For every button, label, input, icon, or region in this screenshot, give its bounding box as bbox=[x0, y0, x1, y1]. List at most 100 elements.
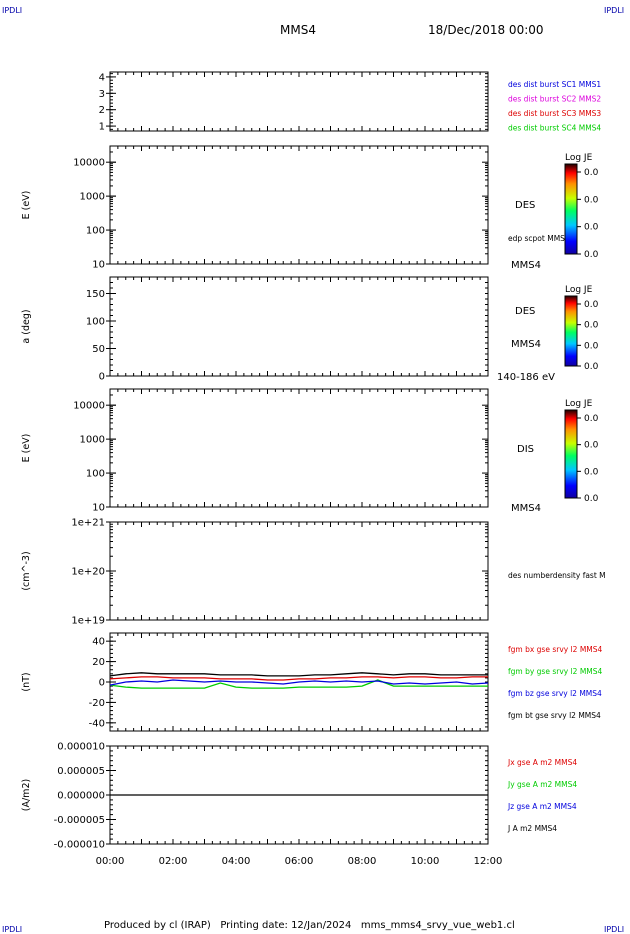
colorbar-tick-label: 0.0 bbox=[584, 223, 599, 233]
side-label: MMS4 bbox=[511, 339, 541, 350]
panel-frame bbox=[109, 276, 489, 377]
colorbar-tick-label: 0.0 bbox=[584, 441, 599, 451]
series-label: Jz gse A m2 MMS4 bbox=[507, 802, 577, 811]
series-line-bx bbox=[109, 676, 488, 681]
y-tick-label: 150 bbox=[86, 289, 105, 300]
y-tick-label: 1e+19 bbox=[71, 616, 105, 627]
side-label: DES bbox=[515, 306, 535, 317]
y-tick-label: 0 bbox=[99, 372, 105, 383]
panel-dis-energy: 10 100 1000 10000 E (eV) DIS MMS4 Log JE 0.0 0.0 0… bbox=[21, 388, 599, 514]
panel-des-energy: 10 100 1000 10000 E (eV) DES edp scpot MMS4 MMS… bbox=[21, 145, 599, 271]
colorbar-tick-label: 0.0 bbox=[584, 362, 599, 372]
y-axis-label: E (eV) bbox=[21, 434, 32, 463]
side-label: MMS4 bbox=[511, 260, 541, 271]
y-tick-label: -20 bbox=[89, 698, 105, 709]
panel-frame bbox=[109, 145, 489, 265]
colorbar-tick-label: 0.0 bbox=[584, 414, 599, 424]
colorbar bbox=[564, 409, 578, 499]
series-label: fgm by gse srvy l2 MMS4 bbox=[508, 667, 603, 676]
y-tick-label: 100 bbox=[86, 226, 105, 237]
series-label: fgm bt gse srvy l2 MMS4 bbox=[508, 711, 601, 720]
y-tick-label: 100 bbox=[86, 469, 105, 480]
panel-current: -0.000010 -0.000005 0.000000 0.000005 0.0000… bbox=[21, 742, 577, 868]
panel-frame bbox=[109, 521, 489, 621]
y-axis-label: (cm^-3) bbox=[21, 551, 32, 590]
series-label: des dist burst SC3 MMS3 bbox=[508, 109, 601, 118]
y-tick-label: 1e+21 bbox=[71, 518, 105, 529]
series-label: fgm bz gse srvy l2 MMS4 bbox=[508, 689, 602, 698]
y-tick-label: 3 bbox=[99, 89, 105, 100]
panels-group: 1 2 3 4 des dist burst SC1 MMS1 des dist burs… bbox=[21, 71, 606, 868]
y-tick-label: 100 bbox=[86, 317, 105, 328]
series-label: des numberdensity fast M bbox=[508, 571, 606, 580]
corner-label-top-left: IPDLI bbox=[2, 6, 22, 15]
colorbar-tick-label: 0.0 bbox=[584, 494, 599, 504]
y-tick-label: -0.000010 bbox=[54, 840, 105, 851]
x-tick-label: 04:00 bbox=[222, 856, 251, 867]
colorbar-tick-label: 0.0 bbox=[584, 341, 599, 351]
date-title: 18/Dec/2018 00:00 bbox=[428, 23, 544, 37]
colorbar-tick-label: 0.0 bbox=[584, 195, 599, 205]
panel-fgm: -40 -20 0 20 40 (nT) fgm bx gse srvy l2 MMS4 fg… bbox=[21, 632, 603, 732]
corner-label-bottom-left: IPDLI bbox=[2, 925, 22, 934]
colorbar-tick-label: 0.0 bbox=[584, 300, 599, 310]
x-tick-label: 10:00 bbox=[411, 856, 440, 867]
corner-label-bottom-right: IPDLI bbox=[604, 925, 624, 934]
y-tick-label: 1000 bbox=[80, 192, 105, 203]
series-line-bz bbox=[109, 679, 489, 686]
y-tick-label: 50 bbox=[92, 344, 105, 355]
y-tick-label: 10000 bbox=[73, 158, 105, 169]
panel-density: 1e+19 1e+20 1e+21 (cm^-3) des numberdensity … bbox=[21, 518, 606, 627]
y-tick-label: 2 bbox=[99, 105, 105, 116]
series-label: des dist burst SC4 MMS4 bbox=[508, 124, 601, 133]
colorbar-tick-label: 0.0 bbox=[584, 321, 599, 331]
y-axis-label: E (eV) bbox=[21, 191, 32, 220]
x-tick-label: 00:00 bbox=[96, 856, 125, 867]
y-tick-label: 1000 bbox=[80, 435, 105, 446]
colorbar bbox=[564, 163, 578, 255]
y-tick-label: 10 bbox=[92, 503, 105, 514]
series-label: des dist burst SC2 MMS2 bbox=[508, 95, 601, 104]
y-axis-label: a (deg) bbox=[21, 309, 32, 343]
colorbar-title: Log JE bbox=[565, 399, 593, 409]
y-tick-label: 0 bbox=[99, 678, 105, 689]
colorbar-tick-label: 0.0 bbox=[584, 168, 599, 178]
colorbar-tick-label: 0.0 bbox=[584, 250, 599, 260]
y-tick-label: 4 bbox=[99, 72, 105, 83]
series-line-bt bbox=[109, 672, 488, 677]
y-tick-label: 0.000000 bbox=[57, 791, 105, 802]
side-label: DIS bbox=[517, 444, 534, 455]
colorbar-title: Log JE bbox=[565, 285, 593, 295]
y-axis-label: (A/m2) bbox=[21, 779, 32, 811]
y-tick-label: 10 bbox=[92, 260, 105, 271]
series-label: Jx gse A m2 MMS4 bbox=[507, 758, 577, 767]
series-label: des dist burst SC1 MMS1 bbox=[508, 80, 601, 89]
x-tick-label: 02:00 bbox=[159, 856, 188, 867]
corner-label-top-right: IPDLI bbox=[604, 6, 624, 15]
side-label: edp scpot MMS4 bbox=[508, 234, 570, 243]
side-label: MMS4 bbox=[511, 503, 541, 514]
panel-des-pitch: 0 50 100 150 a (deg) DES MMS4 140-186 eV Log JE 0… bbox=[21, 276, 599, 383]
y-tick-label: 1 bbox=[99, 122, 105, 133]
spacecraft-title: MMS4 bbox=[280, 23, 316, 37]
colorbar-title: Log JE bbox=[565, 153, 593, 163]
series-label: J A m2 MMS4 bbox=[507, 824, 557, 833]
panel-frame bbox=[109, 388, 489, 508]
y-tick-label: -40 bbox=[89, 718, 105, 729]
y-tick-label: 1e+20 bbox=[71, 567, 105, 578]
side-label: DES bbox=[515, 200, 535, 211]
side-label: 140-186 eV bbox=[497, 372, 555, 383]
footer-credit: Produced by cl (IRAP) Printing date: 12/… bbox=[104, 920, 515, 931]
y-tick-label: 10000 bbox=[73, 401, 105, 412]
y-axis-label: (nT) bbox=[21, 672, 32, 691]
series-label: fgm bx gse srvy l2 MMS4 bbox=[508, 645, 603, 654]
panel-frame bbox=[109, 71, 489, 132]
y-tick-label: 0.000005 bbox=[57, 766, 105, 777]
x-tick-label: 08:00 bbox=[348, 856, 377, 867]
y-tick-label: -0.000005 bbox=[54, 815, 105, 826]
series-label: Jy gse A m2 MMS4 bbox=[507, 780, 577, 789]
y-tick-label: 20 bbox=[92, 657, 105, 668]
colorbar-tick-label: 0.0 bbox=[584, 467, 599, 477]
y-tick-label: 40 bbox=[92, 637, 105, 648]
